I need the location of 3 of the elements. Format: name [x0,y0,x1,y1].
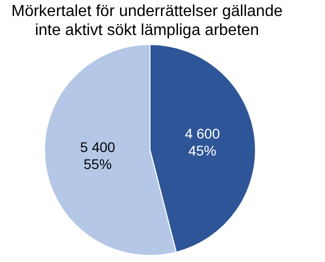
data-label: 4 600 45% [184,126,220,159]
chart-title: Mörkertalet för underrättelser gällande inte aktivt sökt lämpliga arbeten [10,2,284,40]
data-label: 5 400 55% [80,138,116,172]
